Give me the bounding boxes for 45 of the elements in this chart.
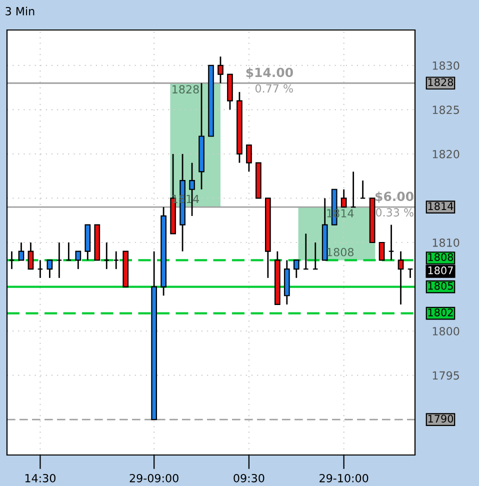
candlestick bbox=[293, 260, 300, 279]
candlestick bbox=[218, 56, 224, 84]
candlestick bbox=[312, 242, 318, 270]
ref-line-label: 1805 bbox=[428, 282, 453, 290]
x-tick-label: 29-10:00 bbox=[320, 474, 368, 482]
x-tick-label: 09:30 bbox=[234, 474, 264, 482]
candlestick bbox=[37, 260, 44, 279]
candlestick bbox=[378, 242, 385, 261]
y-tick-label: 1800 bbox=[432, 327, 460, 336]
ref-line-label: 1828 bbox=[428, 78, 454, 86]
candlestick bbox=[388, 224, 394, 261]
annotation: $6.00 bbox=[375, 191, 414, 203]
candlestick bbox=[113, 250, 120, 270]
y-tick-label: 1825 bbox=[432, 106, 459, 114]
candlestick bbox=[302, 232, 309, 270]
candlestick bbox=[104, 242, 110, 270]
candlestick bbox=[360, 180, 366, 199]
y-tick-label: 1820 bbox=[432, 150, 460, 158]
candlestick bbox=[66, 242, 72, 261]
candlestick bbox=[46, 260, 53, 279]
annotation: 1828 bbox=[172, 85, 199, 94]
annotation: 0.33 % bbox=[376, 208, 414, 217]
candlestick bbox=[8, 250, 15, 270]
annotation: 0.77 % bbox=[255, 84, 293, 93]
candlestick bbox=[407, 268, 414, 279]
chart-title: 3 Min bbox=[6, 6, 34, 16]
candlestick bbox=[246, 144, 252, 172]
x-tick-label: 14:30 bbox=[25, 474, 56, 482]
ref-line-label: 1802 bbox=[428, 308, 453, 316]
ref-line-label: 1790 bbox=[428, 414, 454, 423]
candlestick bbox=[398, 250, 404, 306]
candlestick bbox=[340, 188, 347, 208]
text: 1807 bbox=[428, 266, 453, 274]
y-tick-label: 1795 bbox=[432, 371, 459, 380]
ref-line-label: 1814 bbox=[428, 202, 454, 210]
ref-line-label: 1808 bbox=[428, 253, 454, 262]
x-tick-label: 29-09:00 bbox=[130, 474, 178, 482]
y-tick-label: 1830 bbox=[432, 61, 460, 70]
candlestick bbox=[350, 170, 356, 208]
y-tick-label: 1810 bbox=[432, 238, 460, 247]
candlestick bbox=[28, 242, 34, 270]
candlestick bbox=[56, 242, 62, 279]
candlestick bbox=[75, 250, 82, 270]
annotation: $14.00 bbox=[246, 67, 293, 79]
candlestick bbox=[18, 242, 24, 261]
